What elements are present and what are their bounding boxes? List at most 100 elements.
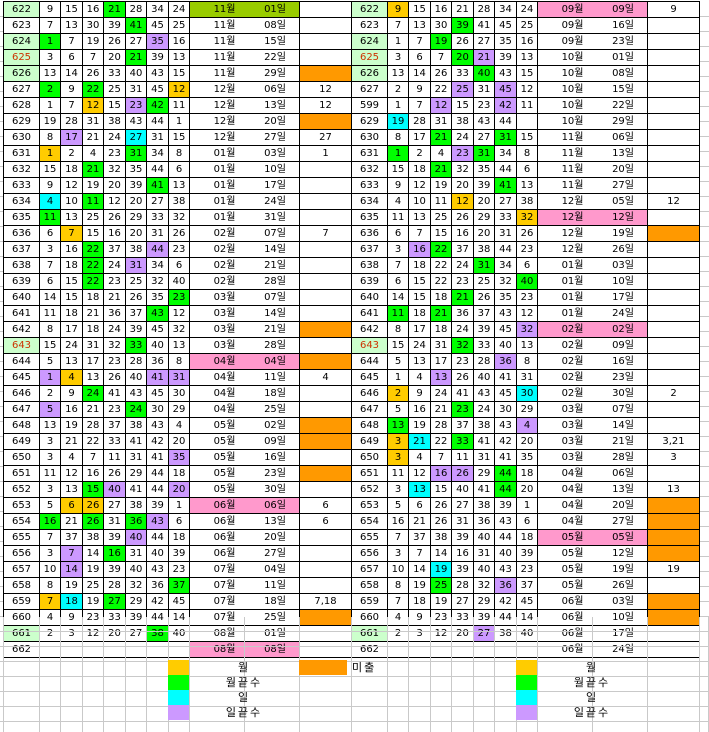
- date-cell[interactable]: 10월 29일: [537, 113, 648, 130]
- legend-label-day[interactable]: 일: [237, 691, 251, 704]
- number-cell[interactable]: 14: [408, 561, 431, 578]
- number-cell[interactable]: 33: [103, 433, 126, 450]
- row-number-cell[interactable]: 599: [351, 97, 388, 114]
- number-cell[interactable]: 20: [125, 225, 147, 242]
- row-number-cell[interactable]: 653: [3, 497, 40, 514]
- number-cell[interactable]: 20: [168, 481, 190, 498]
- memo-cell[interactable]: [647, 225, 700, 242]
- number-cell[interactable]: 26: [516, 225, 538, 242]
- number-cell[interactable]: 39: [494, 497, 517, 514]
- number-cell[interactable]: 25: [451, 81, 474, 98]
- date-cell[interactable]: 12월 12일: [537, 209, 648, 226]
- number-cell[interactable]: 8: [387, 577, 409, 594]
- number-cell[interactable]: 6: [516, 257, 538, 274]
- number-cell[interactable]: 21: [103, 1, 126, 18]
- date-cell[interactable]: 12월 06일: [189, 81, 300, 98]
- number-cell[interactable]: 43: [494, 417, 517, 434]
- number-cell[interactable]: 30: [516, 385, 538, 402]
- date-cell[interactable]: 06월 06일: [189, 497, 300, 514]
- number-cell[interactable]: 15: [39, 161, 61, 178]
- number-cell[interactable]: 43: [473, 113, 495, 130]
- number-cell[interactable]: 8: [39, 577, 61, 594]
- number-cell[interactable]: 25: [82, 209, 104, 226]
- number-cell[interactable]: 18: [60, 593, 83, 610]
- number-cell[interactable]: 4: [60, 449, 83, 466]
- memo-cell[interactable]: [299, 49, 352, 66]
- number-cell[interactable]: 7: [387, 593, 409, 610]
- number-cell[interactable]: 15: [516, 65, 538, 82]
- row-number-cell[interactable]: 654: [3, 513, 40, 530]
- date-cell[interactable]: 01월 17일: [189, 177, 300, 194]
- number-cell[interactable]: 38: [125, 497, 147, 514]
- number-cell[interactable]: 22: [430, 273, 452, 290]
- number-cell[interactable]: 3: [387, 481, 409, 498]
- number-cell[interactable]: 6: [387, 273, 409, 290]
- number-cell[interactable]: 18: [82, 289, 104, 306]
- number-cell[interactable]: 11: [387, 305, 409, 322]
- number-cell[interactable]: 41: [146, 449, 169, 466]
- number-cell[interactable]: 19: [408, 577, 431, 594]
- number-cell[interactable]: 24: [82, 385, 104, 402]
- number-cell[interactable]: 20: [451, 177, 474, 194]
- number-cell[interactable]: 31: [146, 225, 169, 242]
- date-cell[interactable]: 11월 06일: [537, 129, 648, 146]
- number-cell[interactable]: 21: [451, 289, 474, 306]
- number-cell[interactable]: 7: [430, 49, 452, 66]
- number-cell[interactable]: 12: [430, 97, 452, 114]
- number-cell[interactable]: 22: [82, 257, 104, 274]
- number-cell[interactable]: 19: [82, 561, 104, 578]
- memo-cell[interactable]: [299, 433, 352, 450]
- row-number-cell[interactable]: 645: [3, 369, 40, 386]
- number-cell[interactable]: 24: [430, 385, 452, 402]
- row-number-cell[interactable]: 642: [3, 321, 40, 338]
- memo-cell[interactable]: 7,18: [299, 593, 352, 610]
- number-cell[interactable]: 26: [430, 513, 452, 530]
- row-number-cell[interactable]: 651: [351, 465, 388, 482]
- number-cell[interactable]: 35: [146, 289, 169, 306]
- number-cell[interactable]: 26: [168, 225, 190, 242]
- date-cell[interactable]: 09월 23일: [537, 33, 648, 50]
- number-cell[interactable]: 6: [516, 513, 538, 530]
- number-cell[interactable]: 45: [146, 17, 169, 34]
- date-cell[interactable]: 04월 20일: [537, 497, 648, 514]
- number-cell[interactable]: 2: [387, 385, 409, 402]
- number-cell[interactable]: 12: [408, 177, 431, 194]
- date-cell[interactable]: 03월 28일: [189, 337, 300, 354]
- number-cell[interactable]: 14: [430, 545, 452, 562]
- date-cell[interactable]: 02월 16일: [537, 353, 648, 370]
- date-cell[interactable]: 11월 22일: [189, 49, 300, 66]
- number-cell[interactable]: 38: [82, 529, 104, 546]
- number-cell[interactable]: 36: [103, 305, 126, 322]
- number-cell[interactable]: 15: [82, 225, 104, 242]
- number-cell[interactable]: 41: [473, 17, 495, 34]
- number-cell[interactable]: 15: [387, 337, 409, 354]
- number-cell[interactable]: 5: [387, 401, 409, 418]
- number-cell[interactable]: 13: [39, 417, 61, 434]
- number-cell[interactable]: 36: [473, 513, 495, 530]
- memo-cell[interactable]: 3,21: [647, 433, 700, 450]
- number-cell[interactable]: 11: [39, 465, 61, 482]
- memo-cell[interactable]: 2: [647, 385, 700, 402]
- number-cell[interactable]: 3: [39, 545, 61, 562]
- number-cell[interactable]: 26: [451, 209, 474, 226]
- number-cell[interactable]: 12: [516, 81, 538, 98]
- date-cell[interactable]: 09월 09일: [537, 1, 648, 18]
- number-cell[interactable]: 31: [473, 449, 495, 466]
- row-number-cell[interactable]: 638: [351, 257, 388, 274]
- date-cell[interactable]: 03월 14일: [189, 305, 300, 322]
- number-cell[interactable]: 28: [60, 113, 83, 130]
- row-number-cell[interactable]: 637: [351, 241, 388, 258]
- number-cell[interactable]: 29: [125, 465, 147, 482]
- number-cell[interactable]: 20: [473, 193, 495, 210]
- number-cell[interactable]: 40: [494, 337, 517, 354]
- number-cell[interactable]: 32: [451, 161, 474, 178]
- row-number-cell[interactable]: 624: [3, 33, 40, 50]
- row-number-cell[interactable]: 635: [3, 209, 40, 226]
- number-cell[interactable]: 3: [39, 241, 61, 258]
- number-cell[interactable]: 13: [408, 17, 431, 34]
- memo-cell[interactable]: [299, 257, 352, 274]
- row-number-cell[interactable]: 630: [351, 129, 388, 146]
- number-cell[interactable]: 15: [60, 1, 83, 18]
- row-number-cell[interactable]: 633: [351, 177, 388, 194]
- number-cell[interactable]: 24: [451, 257, 474, 274]
